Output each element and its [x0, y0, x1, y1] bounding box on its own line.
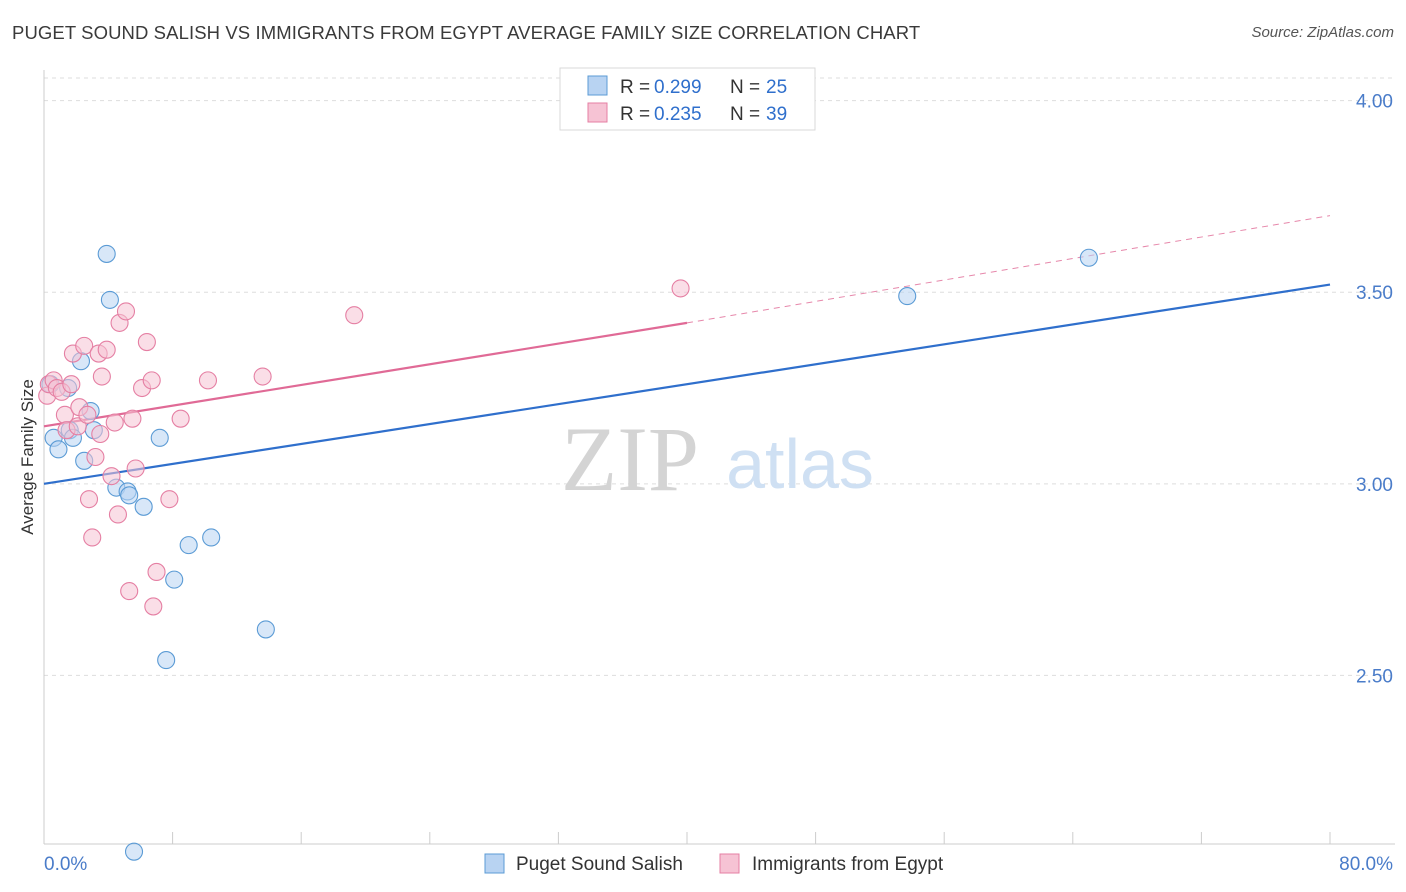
trend-line-immigrants-from-egypt [43, 321, 688, 428]
y-tick-label: 3.50 [1356, 283, 1393, 304]
point-puget-sound-salish [202, 528, 221, 547]
legend-r-value-1: 0.299 [654, 77, 702, 98]
series-legend-swatch-blue [484, 853, 505, 874]
point-puget-sound-salish [97, 244, 116, 263]
point-immigrants-from-egypt [137, 332, 156, 352]
data-points [38, 244, 1098, 861]
legend-r-value-2: 0.235 [654, 104, 702, 125]
legend-n-label-2: N = [730, 104, 760, 125]
point-puget-sound-salish [179, 536, 198, 555]
point-puget-sound-salish [100, 290, 119, 309]
point-immigrants-from-egypt [116, 302, 136, 321]
series-legend-label-2: Immigrants from Egypt [752, 854, 944, 875]
point-immigrants-from-egypt [62, 375, 81, 394]
point-immigrants-from-egypt [198, 371, 218, 390]
trend-lines [43, 215, 1331, 485]
point-immigrants-from-egypt [91, 424, 110, 444]
series-legend: Puget Sound Salish Immigrants from Egypt [484, 853, 944, 875]
point-puget-sound-salish [1079, 248, 1098, 267]
point-immigrants-from-egypt [123, 409, 142, 428]
point-immigrants-from-egypt [345, 306, 364, 325]
y-tick-label: 2.50 [1356, 666, 1393, 687]
point-immigrants-from-egypt [120, 582, 139, 601]
trend-line-extension-immigrants-from-egypt [686, 215, 1331, 324]
point-puget-sound-salish [256, 620, 275, 639]
series-legend-label-1: Puget Sound Salish [516, 854, 683, 875]
point-immigrants-from-egypt [144, 597, 163, 616]
x-tick-label-max: 80.0% [1339, 854, 1393, 875]
point-puget-sound-salish [898, 287, 917, 306]
legend-swatch-blue [587, 75, 608, 96]
point-immigrants-from-egypt [147, 562, 166, 582]
y-tick-label: 3.00 [1356, 475, 1393, 496]
point-immigrants-from-egypt [83, 528, 102, 547]
point-immigrants-from-egypt [105, 413, 124, 432]
axes [43, 70, 1395, 845]
point-immigrants-from-egypt [78, 405, 97, 424]
axis-labels: 2.50 3.00 3.50 4.00 0.0% 80.0% Average Family … [18, 92, 1393, 875]
legend-swatch-pink [587, 102, 608, 123]
legend-r-label-1: R = [620, 77, 650, 98]
point-immigrants-from-egypt [86, 447, 105, 467]
point-immigrants-from-egypt [75, 336, 94, 355]
y-axis-title: Average Family Size [18, 379, 37, 535]
point-puget-sound-salish [49, 440, 68, 459]
legend-n-label-1: N = [730, 77, 760, 98]
point-immigrants-from-egypt [160, 490, 179, 509]
stats-legend: R = 0.299 N = 25 R = 0.235 N = 39 [559, 67, 816, 131]
point-puget-sound-salish [157, 651, 176, 670]
x-tick-label-min: 0.0% [44, 854, 87, 875]
point-immigrants-from-egypt [97, 340, 116, 359]
series-legend-swatch-pink [719, 853, 740, 874]
point-immigrants-from-egypt [671, 279, 690, 298]
grid-lines [44, 77, 1395, 676]
point-immigrants-from-egypt [142, 371, 161, 390]
point-immigrants-from-egypt [79, 490, 99, 509]
point-puget-sound-salish [165, 570, 184, 589]
legend-n-value-2: 39 [766, 104, 787, 125]
watermark-atlas: atlas [726, 425, 874, 503]
point-immigrants-from-egypt [253, 367, 272, 386]
source-credit: Source: ZipAtlas.com [1251, 24, 1394, 41]
trend-line-puget-sound-salish [43, 283, 1331, 485]
point-puget-sound-salish [150, 428, 169, 447]
point-puget-sound-salish [124, 842, 144, 861]
point-puget-sound-salish [134, 497, 153, 516]
watermark-zip: ZIP [561, 408, 699, 510]
point-immigrants-from-egypt [102, 467, 121, 486]
point-puget-sound-salish [120, 486, 139, 505]
legend-r-label-2: R = [620, 104, 650, 125]
y-tick-label: 4.00 [1356, 92, 1393, 113]
chart-title: PUGET SOUND SALISH VS IMMIGRANTS FROM EG… [12, 22, 921, 43]
legend-n-value-1: 25 [766, 77, 787, 98]
point-immigrants-from-egypt [126, 459, 145, 478]
point-immigrants-from-egypt [108, 505, 127, 524]
point-immigrants-from-egypt [92, 367, 111, 386]
point-immigrants-from-egypt [171, 409, 190, 428]
